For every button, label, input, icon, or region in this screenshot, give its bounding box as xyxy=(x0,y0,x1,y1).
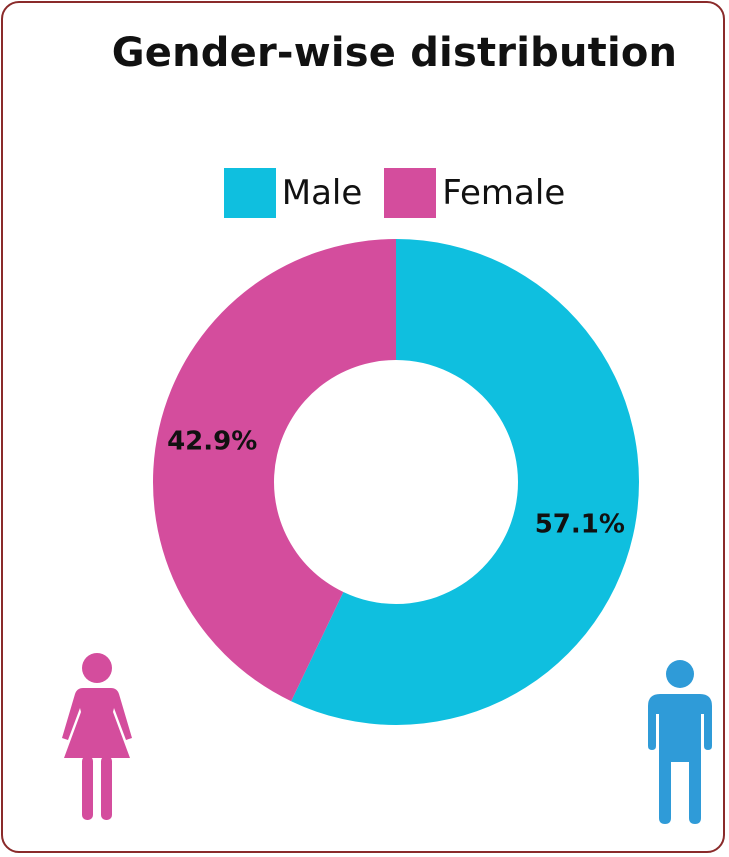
donut-slices xyxy=(152,239,639,725)
legend-swatch-female xyxy=(384,168,437,218)
legend-label-male: Male xyxy=(281,173,363,213)
female-person-icon xyxy=(62,653,132,820)
chart-legend: Male Female xyxy=(0,168,729,218)
donut-labels: 57.1% 42.9% xyxy=(167,426,625,539)
data-label-female: 42.9% xyxy=(167,426,257,456)
chart-title: Gender-wise distribution xyxy=(111,30,678,76)
legend-swatch-male xyxy=(223,168,276,218)
legend-label-female: Female xyxy=(442,173,566,213)
legend-item-female: Female xyxy=(384,168,565,218)
legend-item-male: Male xyxy=(223,168,363,218)
donut-slice-female xyxy=(152,239,396,702)
male-person-icon xyxy=(648,660,712,824)
data-label-male: 57.1% xyxy=(535,510,625,540)
donut-slice-male xyxy=(291,239,639,725)
